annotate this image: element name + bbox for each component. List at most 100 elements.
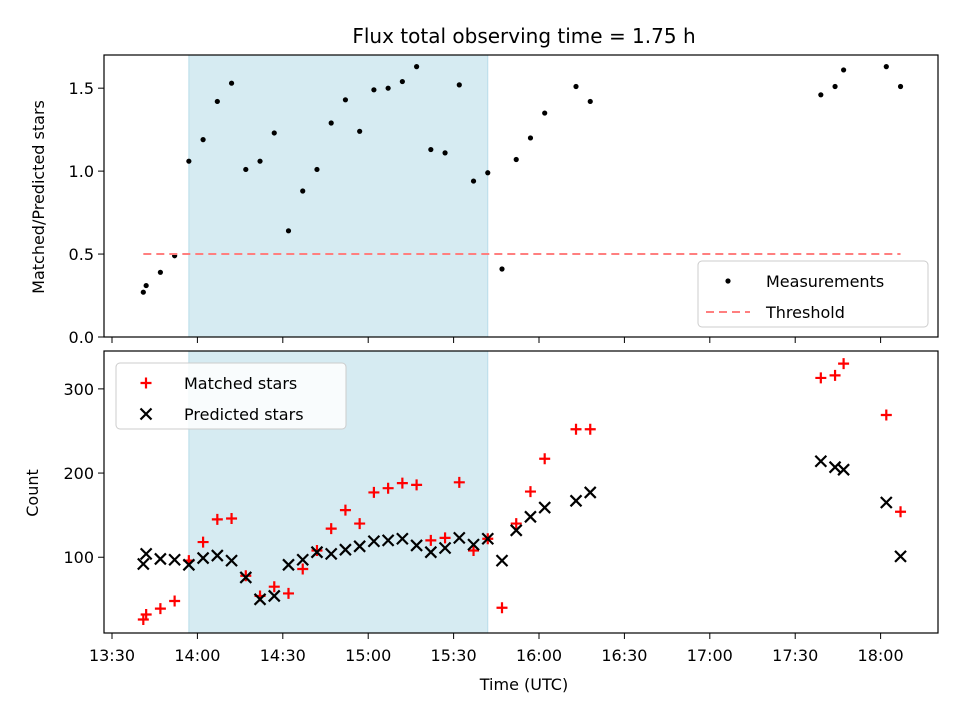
- measurement-point: [485, 170, 491, 176]
- predicted-star-point: [267, 589, 281, 603]
- predicted-star-point: [509, 524, 523, 537]
- measurement-point: [841, 67, 847, 73]
- measurement-point: [328, 120, 334, 126]
- shaded-observing-interval: [188, 54, 489, 338]
- predicted-star-point: [196, 551, 210, 565]
- predicted-star-point: [453, 531, 466, 545]
- bottom-y-axis-label: Count: [23, 469, 42, 517]
- measurement-point: [300, 188, 306, 194]
- matched-star-point: [838, 358, 850, 370]
- x-tick-label: 14:00: [174, 646, 220, 665]
- measurement-point: [399, 78, 405, 85]
- predicted-star-point: [154, 552, 167, 566]
- predicted-star-point: [225, 554, 238, 567]
- predicted-star-point: [495, 554, 509, 567]
- measurement-point: [285, 228, 292, 234]
- legend-box: [115, 362, 347, 430]
- measurement-point: [542, 110, 548, 116]
- predicted-star-point: [538, 501, 551, 514]
- matched-star-point: [468, 545, 480, 557]
- matched-star-point: [570, 423, 582, 435]
- predicted-star-point: [837, 463, 850, 476]
- measurement-point: [342, 97, 349, 103]
- measurement-point: [513, 156, 519, 163]
- predicted-star-point: [894, 550, 907, 563]
- predicted-star-point: [353, 540, 366, 553]
- matched-star-point: [584, 423, 596, 435]
- predicted-star-point: [438, 541, 452, 555]
- x-tick-label: 14:30: [260, 646, 306, 665]
- predicted-star-point: [467, 538, 480, 551]
- predicted-star-point: [168, 553, 181, 567]
- matched-star-point: [382, 482, 394, 494]
- predicted-star-point: [310, 545, 324, 559]
- predicted-star-point: [828, 460, 842, 474]
- measurement-point: [200, 137, 206, 143]
- legend-label: Predicted stars: [184, 405, 304, 424]
- predicted-star-point: [239, 571, 253, 584]
- matched-star-point: [339, 504, 351, 516]
- predicted-star-point: [396, 532, 409, 545]
- measurement-point: [573, 83, 579, 90]
- legend-marker-plus: [140, 377, 152, 389]
- matched-star-point: [197, 536, 209, 548]
- measurement-point: [428, 146, 434, 153]
- measurement-point: [587, 98, 593, 105]
- measurement-point: [832, 83, 838, 90]
- x-tick-label: 16:00: [516, 646, 562, 665]
- measurement-point: [243, 166, 249, 173]
- matched-star-point: [396, 477, 408, 489]
- x-tick-label: 17:30: [772, 646, 818, 665]
- x-tick-label: 17:00: [687, 646, 733, 665]
- legend-box: [697, 260, 929, 328]
- panel-frame: [103, 54, 939, 338]
- predicted-star-point: [139, 547, 153, 561]
- predicted-star-point: [814, 454, 828, 468]
- y-tick-label: 0.0: [69, 328, 94, 347]
- matched-star-point: [411, 479, 423, 491]
- panel-ratio: 0.0 0.5 1.0 1.5 Measurements Threshold: [69, 54, 939, 347]
- y-tick-label: 1.0: [69, 162, 94, 181]
- measurement-point: [357, 128, 363, 134]
- x-tick-label: 15:30: [431, 646, 477, 665]
- y-tick-label: 300: [63, 380, 94, 399]
- matched-star-point: [510, 518, 522, 530]
- predicted-star-point: [410, 539, 423, 552]
- matched-star-point: [815, 372, 827, 384]
- measurement-point: [143, 282, 149, 289]
- predicted-star-point: [481, 532, 495, 545]
- matched-star-point: [226, 513, 238, 525]
- legend-marker-cross: [139, 407, 153, 421]
- matched-star-point: [439, 532, 451, 544]
- predicted-star-point: [211, 549, 224, 562]
- predicted-star-point: [381, 534, 395, 547]
- legend-label: Measurements: [766, 272, 884, 291]
- matched-star-point: [425, 534, 437, 546]
- measurement-point: [818, 92, 824, 98]
- predicted-star-point: [424, 545, 438, 559]
- x-axis-label: Time (UTC): [479, 675, 568, 694]
- matched-star-point: [297, 563, 309, 575]
- y-tick-label: 0.5: [69, 245, 94, 264]
- matched-star-point: [496, 602, 508, 614]
- predicted-star-point: [296, 553, 310, 567]
- legend-marker-dot: [725, 278, 731, 284]
- measurement-point: [271, 130, 277, 136]
- x-tick-label: 13:30: [89, 646, 135, 665]
- predicted-star-point: [880, 496, 893, 509]
- measurement-point: [314, 166, 320, 173]
- plot-layer: 0.0 0.5 1.0 1.5 Measurements Threshold 100 200 3…: [63, 54, 939, 665]
- matched-star-point: [169, 595, 181, 607]
- matched-star-point: [453, 476, 465, 488]
- top-y-axis-label: Matched/Predicted stars: [29, 100, 48, 294]
- legend: Measurements Threshold: [697, 260, 929, 328]
- matched-star-point: [829, 369, 841, 381]
- y-tick-label: 200: [63, 464, 94, 483]
- matched-star-point: [211, 513, 223, 525]
- matched-star-point: [140, 608, 152, 620]
- predicted-star-point: [524, 510, 537, 524]
- x-tick-label: 15:00: [345, 646, 391, 665]
- legend-label: Threshold: [765, 303, 845, 322]
- measurement-point: [228, 80, 235, 86]
